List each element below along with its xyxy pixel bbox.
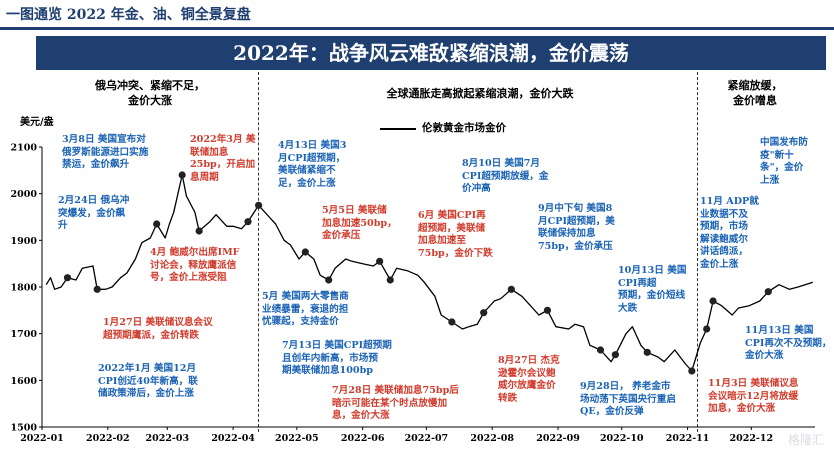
event-marker (448, 318, 456, 326)
event-marker (195, 227, 203, 235)
event-marker (480, 309, 488, 317)
event-marker (688, 367, 696, 375)
event-marker (596, 346, 605, 354)
event-marker (325, 276, 333, 284)
phase-label-2: 全球通胀走高掀起紧缩浪潮，金价大跌 (386, 87, 574, 100)
event-marker (703, 325, 711, 333)
annotation-apr13-cpi: 4月13日 美国3 月CPI超预期， 美联储紧缩不 足，金价上涨 (278, 140, 347, 189)
watermark: 格隆汇 (787, 433, 824, 447)
chart-axes: 美元/盎 1500 1600 1700 1800 1900 2000 2100 2022-01 2… (11, 115, 815, 444)
event-marker (255, 201, 263, 209)
x-tick-label: 2022-02 (86, 433, 130, 444)
event-marker (301, 248, 309, 256)
title-rule (0, 27, 834, 30)
series-layer (45, 174, 814, 372)
event-marker (153, 220, 161, 228)
event-marker (507, 285, 515, 293)
event-marker (543, 306, 552, 314)
x-tick-label: 2022-05 (275, 433, 319, 444)
banner-title: 2022年：战争风云难敌紧缩浪潮，金价震荡 (36, 36, 826, 70)
annotation-sep-cpi: 9月中下旬 美国8 月CPI超预期，美 联储保持加息 75bp，金价承压 (538, 203, 615, 252)
annotation-jan27-fomc: 1月27日 美联储议息会议 超预期鹰派，金价转跌 (103, 317, 213, 341)
annotation-feb24-war: 2月24日 俄乌冲 突爆发，金价飙 升 (58, 195, 130, 231)
x-tick-label: 2022-03 (145, 433, 189, 444)
event-marker (764, 288, 772, 296)
annotation-apr-imf: 4月 鲍威尔出席IMF 讨论会，释放鹰派信 号，金价上涨受阻 (150, 247, 240, 283)
phase-label-1: 俄乌冲突、紧缩不足， 金价大涨 (95, 79, 205, 107)
y-tick-label: 1700 (11, 329, 38, 340)
annotation-may-retail: 5月 美国两大零售商 业绩暴雷，衰退的担 忧骤起，支持金价 (262, 291, 349, 327)
x-tick-label: 2022-04 (211, 433, 255, 444)
annotation-nov13-cpi: 11月13日 美国 CPI再次不及预期， 金价大涨 (745, 325, 832, 361)
legend-label: 伦敦黄金市场金价 (422, 122, 506, 134)
x-tick-label: 2022-11 (666, 433, 710, 444)
series-line-gold (45, 174, 814, 372)
annotation-jul13-cpi: 7月13日 美国CPI超预期 且创年内新高，市场预 期美联储加息100bp (282, 340, 392, 376)
x-tick-label: 2022-10 (600, 433, 644, 444)
annotation-aug10-cpi: 8月10日 美国7月 CPI超预期放缓，金 价冲高 (462, 158, 549, 194)
event-marker (244, 218, 252, 226)
y-axis-label: 美元/盎 (20, 115, 55, 128)
phase-divider-2 (697, 72, 698, 432)
event-marker (386, 276, 394, 284)
event-marker (63, 274, 72, 282)
event-marker (178, 171, 186, 179)
phase-label-3: 紧缩放缓， 金价噌息 (727, 79, 783, 107)
annotation-oct13-cpi: 10月13日 美国 CPI再超 预期，金价短线 大跌 (618, 265, 687, 314)
y-tick-label: 2100 (11, 143, 38, 154)
event-marker (376, 257, 384, 265)
page-title: 一图通览 2022 年金、油、铜全景复盘 (6, 7, 251, 23)
x-tick-label: 2022-01 (20, 433, 64, 444)
annotation-sep28-boe: 9月28日， 养老金市 场动荡下英国央行重启 QE，金价反弹 (580, 381, 676, 417)
annotation-nov-adp: 11月 ADP就 业数据不及 预期，市场 解读鲍威尔 讲话鸽派， 金价上涨 (700, 196, 759, 270)
y-tick-label: 1600 (11, 376, 38, 387)
x-tick-label: 2022-12 (729, 433, 773, 444)
annotation-jul28-fomc: 7月28日 美联储加息75bp后 暗示可能在某个时点放慢加 息，金价大涨 (332, 385, 459, 421)
y-tick-label: 1900 (11, 236, 38, 247)
y-tick-label: 1500 (11, 423, 38, 434)
annotation-nov3-fomc: 11月3日 美联储议息 会议暗示12月将放缓 加息，金价大涨 (708, 378, 799, 414)
annotation-mar8-embargo: 3月8日 美国宣布对 俄罗斯能源进口实施 禁运，金价飙升 (62, 134, 149, 170)
event-marker (643, 348, 651, 356)
x-tick-label: 2022-08 (470, 433, 514, 444)
x-tick-label: 2022-07 (405, 433, 449, 444)
annotation-jun-cpi: 6月 美国CPI再 超预期，美联储 加息加速至 75bp，金价下跌 (418, 210, 493, 259)
annotation-mar-hike: 2022年3月 美 联储加息 25bp，开启加 息周期 (190, 134, 256, 183)
annotation-aug27-jackson: 8月27日 杰克 逊霍尔会议鲍 威尔放鹰金价 转跌 (498, 355, 560, 404)
phase-divider-1 (258, 72, 259, 432)
y-tick-label: 1800 (11, 283, 38, 294)
legend-swatch (380, 128, 416, 130)
marker-layer (63, 171, 772, 375)
annotation-china-covid: 中国发布防 疫"新十 条"，金价 上涨 (760, 137, 808, 186)
y-tick-label: 2000 (11, 189, 38, 200)
annotation-jan-cpi: 2022年1月 美国12月 CPI创近40年新高，联 储政策滞后，金价上涨 (98, 363, 198, 399)
x-tick-label: 2022-06 (341, 433, 385, 444)
event-marker (709, 297, 717, 305)
event-marker (611, 351, 619, 359)
annotation-may5-hike: 5月5日 美联储 加息加速50bp， 金价承压 (322, 205, 397, 241)
x-tick-label: 2022-09 (536, 433, 580, 444)
event-marker (93, 285, 101, 293)
